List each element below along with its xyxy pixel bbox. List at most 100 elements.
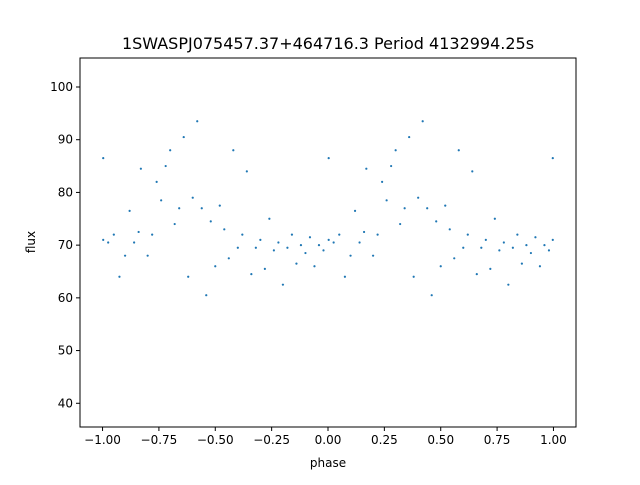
data-point	[439, 265, 442, 268]
data-point	[551, 157, 554, 160]
data-point	[155, 180, 158, 183]
data-point	[453, 257, 456, 260]
data-point	[160, 199, 163, 202]
data-point	[299, 244, 303, 247]
data-point	[538, 265, 542, 268]
data-point	[394, 149, 397, 152]
data-point	[173, 222, 176, 226]
data-point	[169, 149, 172, 152]
data-point	[308, 236, 312, 239]
data-point	[408, 135, 411, 139]
data-point	[322, 249, 325, 252]
data-point	[507, 283, 510, 286]
data-point	[493, 217, 496, 220]
data-point	[205, 294, 208, 297]
data-point	[327, 238, 330, 241]
data-point	[151, 233, 154, 236]
x-axis: −1.00 −0.75 −0.50 −0.25 0.00 0.25 0.50 0.75 1.00	[84, 427, 567, 447]
data-point	[349, 254, 352, 257]
data-point	[295, 262, 298, 265]
x-tick-label: 0.25	[371, 433, 398, 447]
data-point	[107, 241, 110, 244]
data-point	[417, 196, 420, 199]
data-point	[313, 265, 316, 268]
data-point	[209, 220, 212, 223]
data-point	[516, 233, 519, 236]
data-point	[259, 238, 262, 241]
x-tick-label: −0.25	[253, 433, 290, 447]
data-point	[196, 120, 199, 123]
data-point	[466, 233, 469, 236]
data-point	[480, 246, 483, 249]
data-point	[164, 164, 167, 168]
data-point	[358, 241, 361, 244]
data-point	[376, 233, 379, 236]
y-tick-label: 70	[58, 238, 73, 252]
y-tick-label: 90	[58, 133, 73, 147]
data-point	[146, 254, 149, 257]
data-point	[543, 244, 546, 247]
data-point	[385, 199, 388, 202]
y-axis: 40 50 60 70 80 90 100	[50, 80, 80, 410]
data-point	[444, 204, 447, 207]
data-point	[353, 209, 357, 212]
data-point	[430, 294, 433, 297]
data-point	[448, 228, 451, 231]
data-point	[365, 167, 368, 170]
x-tick-label: −0.75	[141, 433, 178, 447]
x-tick-label: 1.00	[540, 433, 567, 447]
data-point	[511, 246, 514, 249]
data-points	[102, 120, 554, 297]
data-point	[214, 265, 217, 268]
x-axis-label: phase	[310, 456, 346, 470]
data-point	[133, 241, 136, 244]
data-point	[102, 238, 105, 241]
data-point	[182, 135, 185, 139]
x-tick-label: −0.50	[197, 433, 234, 447]
data-point	[139, 167, 142, 170]
data-point	[191, 196, 194, 199]
data-point	[471, 170, 474, 173]
data-point	[102, 157, 105, 160]
data-point	[412, 275, 415, 278]
data-point	[343, 275, 347, 278]
data-point	[268, 217, 271, 220]
data-point	[304, 251, 307, 255]
data-point	[263, 267, 266, 270]
data-point	[551, 238, 554, 241]
x-tick-label: 0.00	[315, 433, 342, 447]
data-point	[254, 246, 257, 249]
data-point	[128, 209, 131, 212]
data-point	[290, 233, 294, 236]
data-point	[498, 249, 501, 252]
x-tick-label: −1.00	[84, 433, 121, 447]
data-point	[227, 257, 230, 260]
data-point	[421, 120, 424, 123]
data-point	[399, 222, 402, 226]
data-point	[520, 262, 523, 265]
data-point	[489, 267, 492, 270]
data-point	[371, 254, 375, 257]
data-point	[223, 228, 226, 231]
data-point	[245, 170, 248, 173]
chart-title: 1SWASPJ075457.37+464716.3 Period 4132994…	[122, 34, 534, 53]
y-tick-label: 100	[50, 80, 73, 94]
x-tick-label: 0.75	[484, 433, 511, 447]
data-point	[232, 149, 235, 152]
data-point	[381, 180, 384, 183]
y-tick-label: 40	[58, 396, 73, 410]
data-point	[462, 246, 465, 249]
data-point	[272, 249, 275, 252]
data-point	[475, 273, 478, 276]
data-point	[112, 233, 115, 236]
data-point	[534, 236, 537, 239]
data-point	[327, 157, 330, 160]
data-point	[529, 251, 533, 255]
data-point	[317, 244, 321, 247]
data-point	[525, 244, 528, 247]
y-tick-label: 80	[58, 185, 73, 199]
y-tick-label: 60	[58, 291, 73, 305]
data-point	[332, 241, 335, 244]
data-point	[426, 207, 429, 210]
